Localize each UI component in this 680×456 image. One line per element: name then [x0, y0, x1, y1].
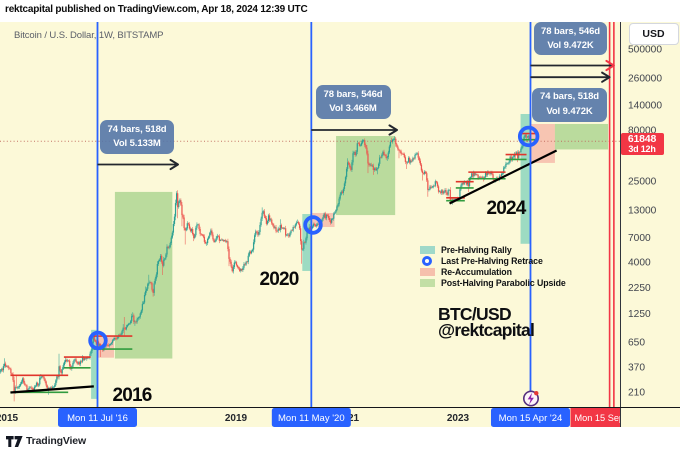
date-badge-2024-04-15: [490, 408, 570, 427]
cycle-label-2020: 2020: [259, 268, 299, 290]
arrow-2020-head: [388, 124, 398, 136]
callout-2020-projection[interactable]: 78 bars, 546d Vol 3.466M: [315, 85, 391, 119]
watermark-handle: @rektcapital: [438, 320, 535, 341]
last-price-tag: 61848 3d 12h: [620, 132, 664, 155]
callout-vol-label: Vol 5.133M: [113, 138, 161, 149]
date-badge-label-2020-05-11: Mon 11 May '20: [278, 413, 345, 424]
tradingview-brand-text[interactable]: TradingView: [26, 435, 87, 447]
price-tick-370: 370: [628, 363, 645, 374]
cycle-label-2024: 2024: [486, 198, 526, 219]
post-halving-upside-zone-2016[interactable]: [114, 191, 173, 359]
date-badge-2020-05-11: [271, 408, 351, 427]
pre-halving-rally-zone-2024[interactable]: [520, 114, 531, 244]
down-candle-bodies: [1, 134, 532, 393]
date-badge-label-2025-09-15: Mon 15 Sep: [575, 413, 625, 423]
legend-item-pre-halving-rally: Pre-Halving Rally: [420, 245, 566, 256]
year-label-2015: 2015: [0, 413, 19, 424]
legend: Pre-Halving Rally Last Pre-Halving Retra…: [420, 245, 566, 289]
callout-2024-518d-projection[interactable]: 74 bars, 518d Vol 9.472K: [532, 87, 607, 122]
annotations-layer[interactable]: [10, 22, 615, 408]
year-label-2019: 2019: [225, 413, 248, 424]
bar-close-countdown: 3d 12h: [628, 144, 656, 154]
callout-vol-label: Vol 3.466M: [329, 103, 377, 114]
attribution-bar: rektcapital published on TradingView.com…: [0, 0, 680, 22]
retrace-circle-2024[interactable]: [517, 125, 540, 148]
salmon-swatch-icon: [420, 268, 435, 276]
callout-vol-label: Vol 9.472K: [546, 105, 593, 117]
arrow-2024-546d-head: [605, 59, 615, 72]
tradingview-logo-icon[interactable]: [6, 435, 23, 448]
callout-bars-label: 74 bars, 518d: [540, 91, 599, 103]
year-label-2023: 2023: [447, 413, 470, 424]
pre-halving-rally-zone-2016[interactable]: [91, 329, 98, 399]
last-price-value: 61848: [627, 132, 657, 145]
price-tick-140000: 140000: [628, 101, 662, 112]
callout-vol-label: Vol 9.472K: [547, 40, 594, 51]
price-tick-260000: 260000: [628, 73, 662, 84]
post-halving-upside-zone-2024[interactable]: [554, 123, 609, 150]
price-tick-1250: 1250: [628, 309, 651, 320]
date-badge-label-2024-04-15: Mon 15 Apr '24: [499, 413, 563, 424]
post-halving-upside-zone-2020[interactable]: [336, 136, 396, 216]
teal-swatch-icon: [420, 246, 435, 254]
retrace-circle-2020[interactable]: [303, 215, 323, 235]
callout-bars-label: 78 bars, 546d: [541, 25, 600, 37]
symbol-title: Bitcoin / U.S. Dollar, 1W, BITSTAMP: [14, 30, 164, 41]
price-tick-2250: 2250: [628, 283, 651, 294]
event-notification-dot: [534, 391, 539, 396]
price-tick-4000: 4000: [628, 258, 651, 269]
chart-background: [0, 22, 680, 427]
callout-2016-projection[interactable]: 74 bars, 518d Vol 5.133M: [100, 120, 174, 154]
price-tick-13000: 13000: [628, 206, 657, 217]
date-badge-label-2016-07-11: Mon 11 Jul '16: [67, 413, 128, 424]
green-swatch-icon: [420, 279, 435, 287]
price-tick-7000: 7000: [628, 233, 651, 244]
date-badge-2016-07-11: [58, 408, 137, 427]
pre-halving-rally-zone-2020[interactable]: [302, 214, 312, 271]
retrace-circle-2016[interactable]: [88, 330, 108, 351]
halving-event-icon[interactable]: [522, 390, 539, 407]
price-tick-500000: 500000: [628, 45, 662, 56]
watermark-symbol: BTC/USD: [438, 304, 512, 324]
trendline-2016[interactable]: [10, 385, 94, 394]
attribution-text: rektcapital published on TradingView.com…: [5, 4, 308, 15]
legend-item-post-halving-parabolic-upside: Post-Halving Parabolic Upside: [420, 278, 566, 289]
price-tick-210: 210: [628, 388, 645, 399]
arrow-2016-head: [169, 158, 179, 171]
blue-circle-icon: [420, 255, 435, 267]
legend-item-last-pre-halving-retrace: Last Pre-Halving Retrace: [420, 255, 566, 267]
price-tick-25000: 25000: [628, 177, 657, 188]
legend-item-re-accumulation: Re-Accumulation: [420, 267, 566, 278]
arrow-2024-518d-head: [601, 71, 611, 83]
price-tick-80000: 80000: [628, 125, 657, 136]
trendline-2024[interactable]: [449, 149, 558, 205]
re-accumulation-zone-2016[interactable]: [97, 337, 114, 358]
price-tick-650: 650: [628, 338, 645, 349]
lightning-bolt-icon: [527, 392, 534, 405]
currency-toggle-button[interactable]: USD: [628, 22, 679, 45]
watermark: BTC/USD @rektcapital: [438, 304, 535, 341]
callout-bars-label: 78 bars, 546d: [323, 88, 383, 100]
callout-bars-label: 74 bars, 518d: [107, 123, 167, 135]
cycle-label-2016: 2016: [112, 385, 152, 406]
date-badge-2025-09-15: [570, 408, 620, 427]
axes-layer[interactable]: 500000 260000 140000 80000 25000 13000 7000 400…: [0, 22, 680, 427]
footer-bar: TradingView: [0, 427, 680, 456]
callout-2024-546d-projection[interactable]: 78 bars, 546d Vol 9.472K: [534, 22, 607, 55]
